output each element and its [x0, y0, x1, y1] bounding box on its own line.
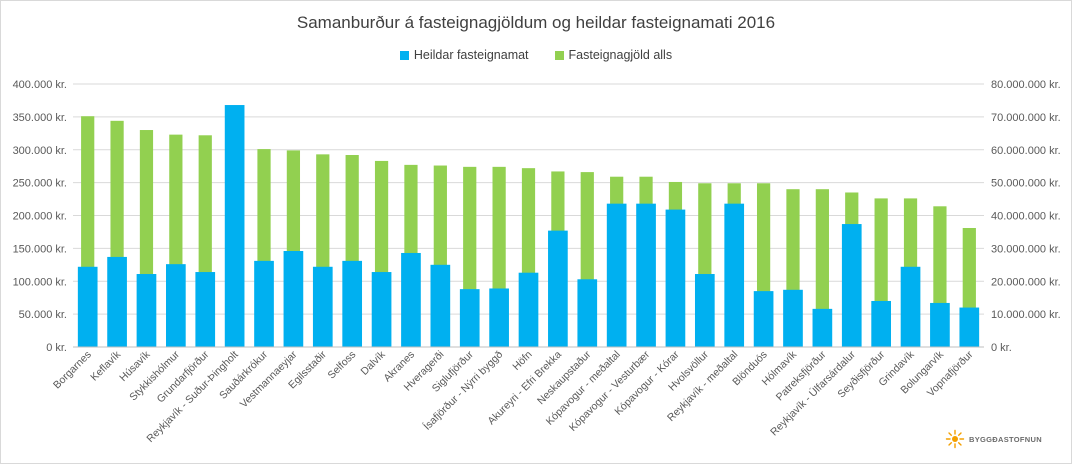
bar-heildar-fasteignamat — [77, 266, 98, 347]
y-right-tick-label: 20.000.000 kr. — [991, 276, 1061, 288]
bar-heildar-fasteignamat — [959, 307, 980, 347]
legend-swatch-blue — [399, 50, 409, 60]
y-left-tick-label: 50.000 kr. — [19, 309, 67, 321]
y-left-tick-label: 250.000 kr. — [13, 178, 67, 190]
chart-legend: Heildar fasteignamat Fasteignagjöld alls — [1, 48, 1071, 62]
x-tick-label: Borgarnes — [51, 349, 94, 392]
y-left-tick-label: 0 kr. — [46, 342, 67, 354]
bar-heildar-fasteignamat — [166, 264, 186, 347]
bar-heildar-fasteignamat — [136, 274, 157, 347]
y-right-tick-label: 10.000.000 kr. — [991, 309, 1061, 321]
bar-heildar-fasteignamat — [783, 289, 803, 347]
bar-heildar-fasteignamat — [312, 266, 333, 347]
legend-item-heildar: Heildar fasteignamat — [399, 48, 529, 62]
bar-heildar-fasteignamat — [430, 264, 451, 347]
bar-heildar-fasteignamat — [342, 260, 363, 347]
y-left-tick-label: 350.000 kr. — [13, 112, 67, 124]
y-right-tick-label: 50.000.000 kr. — [991, 178, 1061, 190]
bar-heildar-fasteignamat — [636, 203, 656, 347]
y-right-tick-label: 60.000.000 kr. — [991, 145, 1061, 157]
y-right-tick-label: 30.000.000 kr. — [991, 243, 1061, 255]
bar-heildar-fasteignamat — [401, 252, 421, 347]
bar-heildar-fasteignamat — [254, 260, 274, 347]
bar-heildar-fasteignamat — [459, 289, 480, 347]
bar-heildar-fasteignamat — [753, 291, 774, 347]
x-tick-label: Keflavík — [88, 348, 123, 383]
bar-heildar-fasteignamat — [694, 274, 715, 347]
bar-heildar-fasteignamat — [548, 230, 568, 347]
legend-label-gjold: Fasteignagjöld alls — [568, 48, 673, 62]
y-left-tick-label: 200.000 kr. — [13, 211, 67, 223]
x-tick-label: Höfn — [510, 349, 534, 373]
bar-heildar-fasteignamat — [489, 288, 509, 347]
chart-title: Samanburður á fasteignagjöldum og heilda… — [296, 13, 776, 32]
y-right-tick-label: 0 kr. — [991, 342, 1012, 354]
legend-label-heildar: Heildar fasteignamat — [413, 48, 529, 62]
y-right-tick-label: 70.000.000 kr. — [991, 112, 1061, 124]
y-left-tick-label: 100.000 kr. — [13, 276, 67, 288]
byggdastofnun-logo: BYGGÐASTOFNUN — [945, 429, 1042, 449]
legend-item-gjold: Fasteignagjöld alls — [554, 48, 673, 62]
y-left-tick-label: 150.000 kr. — [13, 243, 67, 255]
bar-heildar-fasteignamat — [195, 272, 216, 347]
bar-heildar-fasteignamat — [724, 203, 745, 347]
bar-heildar-fasteignamat — [518, 272, 539, 347]
bar-heildar-fasteignamat — [871, 300, 891, 347]
x-tick-label: Selfoss — [325, 349, 358, 382]
bar-heildar-fasteignamat — [107, 256, 127, 347]
bar-heildar-fasteignamat — [900, 266, 921, 347]
bar-heildar-fasteignamat — [371, 272, 392, 347]
bar-heildar-fasteignamat — [577, 279, 598, 347]
bar-fasteignagjold — [815, 189, 829, 347]
y-left-tick-label: 400.000 kr. — [13, 79, 67, 91]
y-right-tick-label: 80.000.000 kr. — [991, 79, 1061, 91]
sun-logo-icon — [945, 429, 965, 449]
bar-heildar-fasteignamat — [224, 105, 245, 347]
bar-heildar-fasteignamat — [606, 203, 627, 347]
logo-text: BYGGÐASTOFNUN — [969, 434, 1042, 444]
bar-heildar-fasteignamat — [812, 308, 833, 347]
y-left-tick-label: 300.000 kr. — [13, 145, 67, 157]
y-right-tick-label: 40.000.000 kr. — [991, 211, 1061, 223]
legend-swatch-green — [554, 50, 564, 60]
bar-heildar-fasteignamat — [665, 209, 686, 347]
bar-heildar-fasteignamat — [841, 224, 862, 347]
bar-heildar-fasteignamat — [283, 251, 304, 347]
bar-heildar-fasteignamat — [930, 302, 950, 347]
